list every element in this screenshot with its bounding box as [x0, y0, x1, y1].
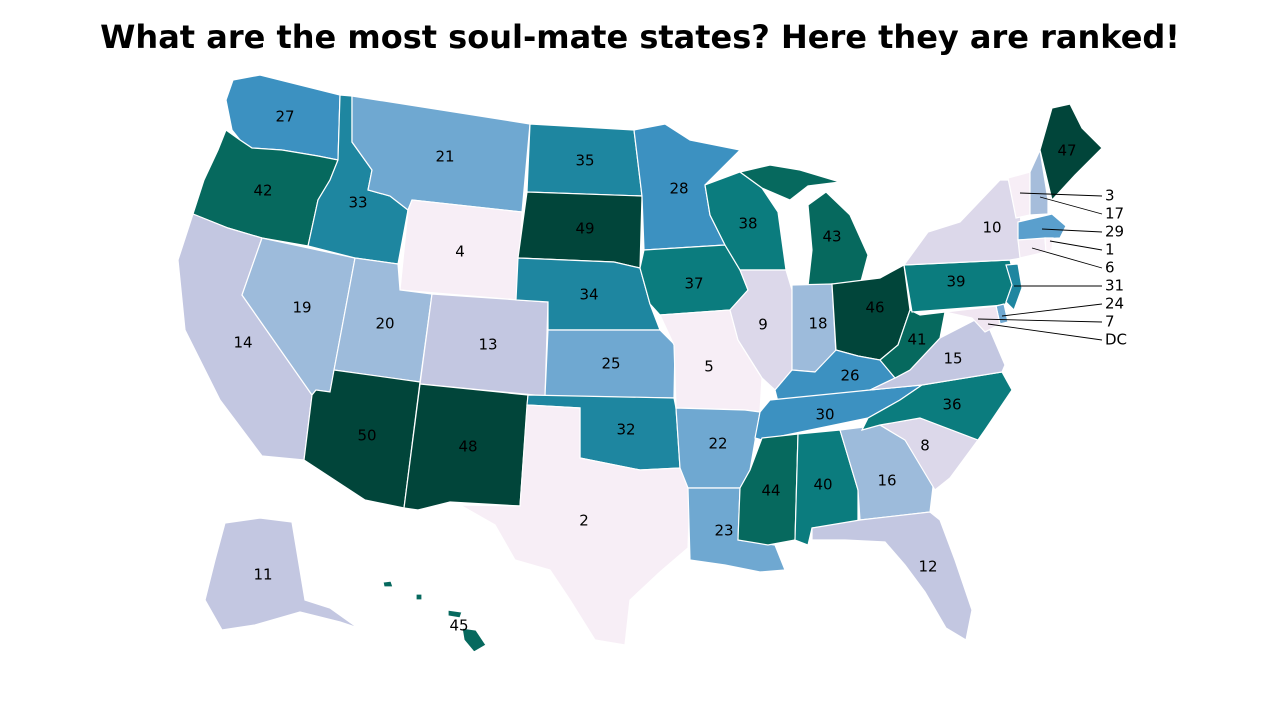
rank-label-mo: 5: [704, 358, 714, 376]
rank-label-ut: 20: [375, 315, 394, 333]
callout-label-nj: 31: [1105, 277, 1124, 295]
rank-label-pa: 39: [946, 273, 965, 291]
rank-label-ca: 14: [233, 334, 252, 352]
state-ak: [204, 517, 359, 631]
rank-label-ar: 22: [708, 435, 727, 453]
rank-label-ky: 26: [840, 367, 859, 385]
rank-label-ms: 44: [761, 482, 780, 500]
state-hi: [382, 580, 487, 653]
rank-label-az: 50: [357, 427, 376, 445]
rank-label-ga: 16: [877, 472, 896, 490]
rank-label-in: 18: [808, 315, 827, 333]
state-wy: [399, 199, 523, 301]
rank-label-mt: 21: [435, 148, 454, 166]
rank-label-la: 23: [714, 522, 733, 540]
state-nj: [1005, 263, 1023, 312]
rank-label-nc: 36: [942, 396, 961, 414]
leader-line-ma: [1041, 228, 1103, 233]
leader-line-ct: [1031, 247, 1103, 269]
rank-label-hi: 45: [449, 617, 468, 635]
rank-label-ok: 32: [616, 421, 635, 439]
rank-label-wi: 38: [738, 215, 757, 233]
callout-label-ct: 6: [1105, 259, 1115, 277]
rank-label-ak: 11: [253, 566, 272, 584]
state-tx: [459, 404, 691, 646]
callout-label-ri: 1: [1105, 241, 1115, 259]
rank-label-co: 13: [478, 336, 497, 354]
rank-label-sc: 8: [920, 437, 930, 455]
rank-label-fl: 12: [918, 558, 937, 576]
rank-label-wv: 41: [907, 331, 926, 349]
leader-line-dc: [987, 323, 1103, 341]
leader-line-nh: [1039, 196, 1103, 215]
leader-line-vt: [1019, 192, 1103, 197]
rank-label-id: 33: [348, 194, 367, 212]
rank-label-ia: 37: [684, 275, 703, 293]
leader-line-md: [977, 318, 1103, 323]
rank-label-al: 40: [813, 476, 832, 494]
rank-label-nv: 19: [292, 299, 311, 317]
rank-label-nd: 35: [575, 152, 594, 170]
rank-label-oh: 46: [865, 299, 884, 317]
rank-label-mn: 28: [669, 180, 688, 198]
state-md: [944, 305, 1001, 333]
state-il: [729, 269, 793, 391]
state-fl: [811, 511, 973, 641]
rank-label-sd: 49: [575, 220, 594, 238]
rank-label-ny: 10: [982, 219, 1001, 237]
rank-label-va: 15: [943, 350, 962, 368]
state-nh: [1029, 147, 1049, 216]
rank-label-il: 9: [758, 316, 768, 334]
callout-label-nh: 17: [1105, 205, 1124, 223]
leader-line-ri: [1049, 240, 1103, 251]
state-ny: [902, 179, 1023, 266]
rank-label-wa: 27: [275, 108, 294, 126]
callout-label-vt: 3: [1105, 187, 1115, 205]
state-ri: [1044, 237, 1054, 253]
callout-label-md: 7: [1105, 313, 1115, 331]
rank-label-nm: 48: [458, 438, 477, 456]
rank-label-wy: 4: [455, 243, 465, 261]
callout-label-de: 24: [1105, 295, 1124, 313]
rank-label-or: 42: [253, 182, 272, 200]
state-nc: [860, 371, 1013, 441]
callout-label-dc: DC: [1105, 331, 1127, 349]
rank-label-ks: 25: [601, 355, 620, 373]
callout-label-ma: 29: [1105, 223, 1124, 241]
rank-label-mi: 43: [822, 228, 841, 246]
leader-line-de: [1001, 303, 1103, 317]
rank-label-tn: 30: [815, 406, 834, 424]
rank-label-tx: 2: [579, 512, 589, 530]
state-mt: [351, 95, 531, 213]
rank-label-ne: 34: [579, 286, 598, 304]
state-me: [1039, 103, 1103, 202]
map-title: What are the most soul-mate states? Here…: [100, 18, 1180, 56]
rank-label-me: 47: [1057, 142, 1076, 160]
state-ma: [1017, 213, 1067, 241]
